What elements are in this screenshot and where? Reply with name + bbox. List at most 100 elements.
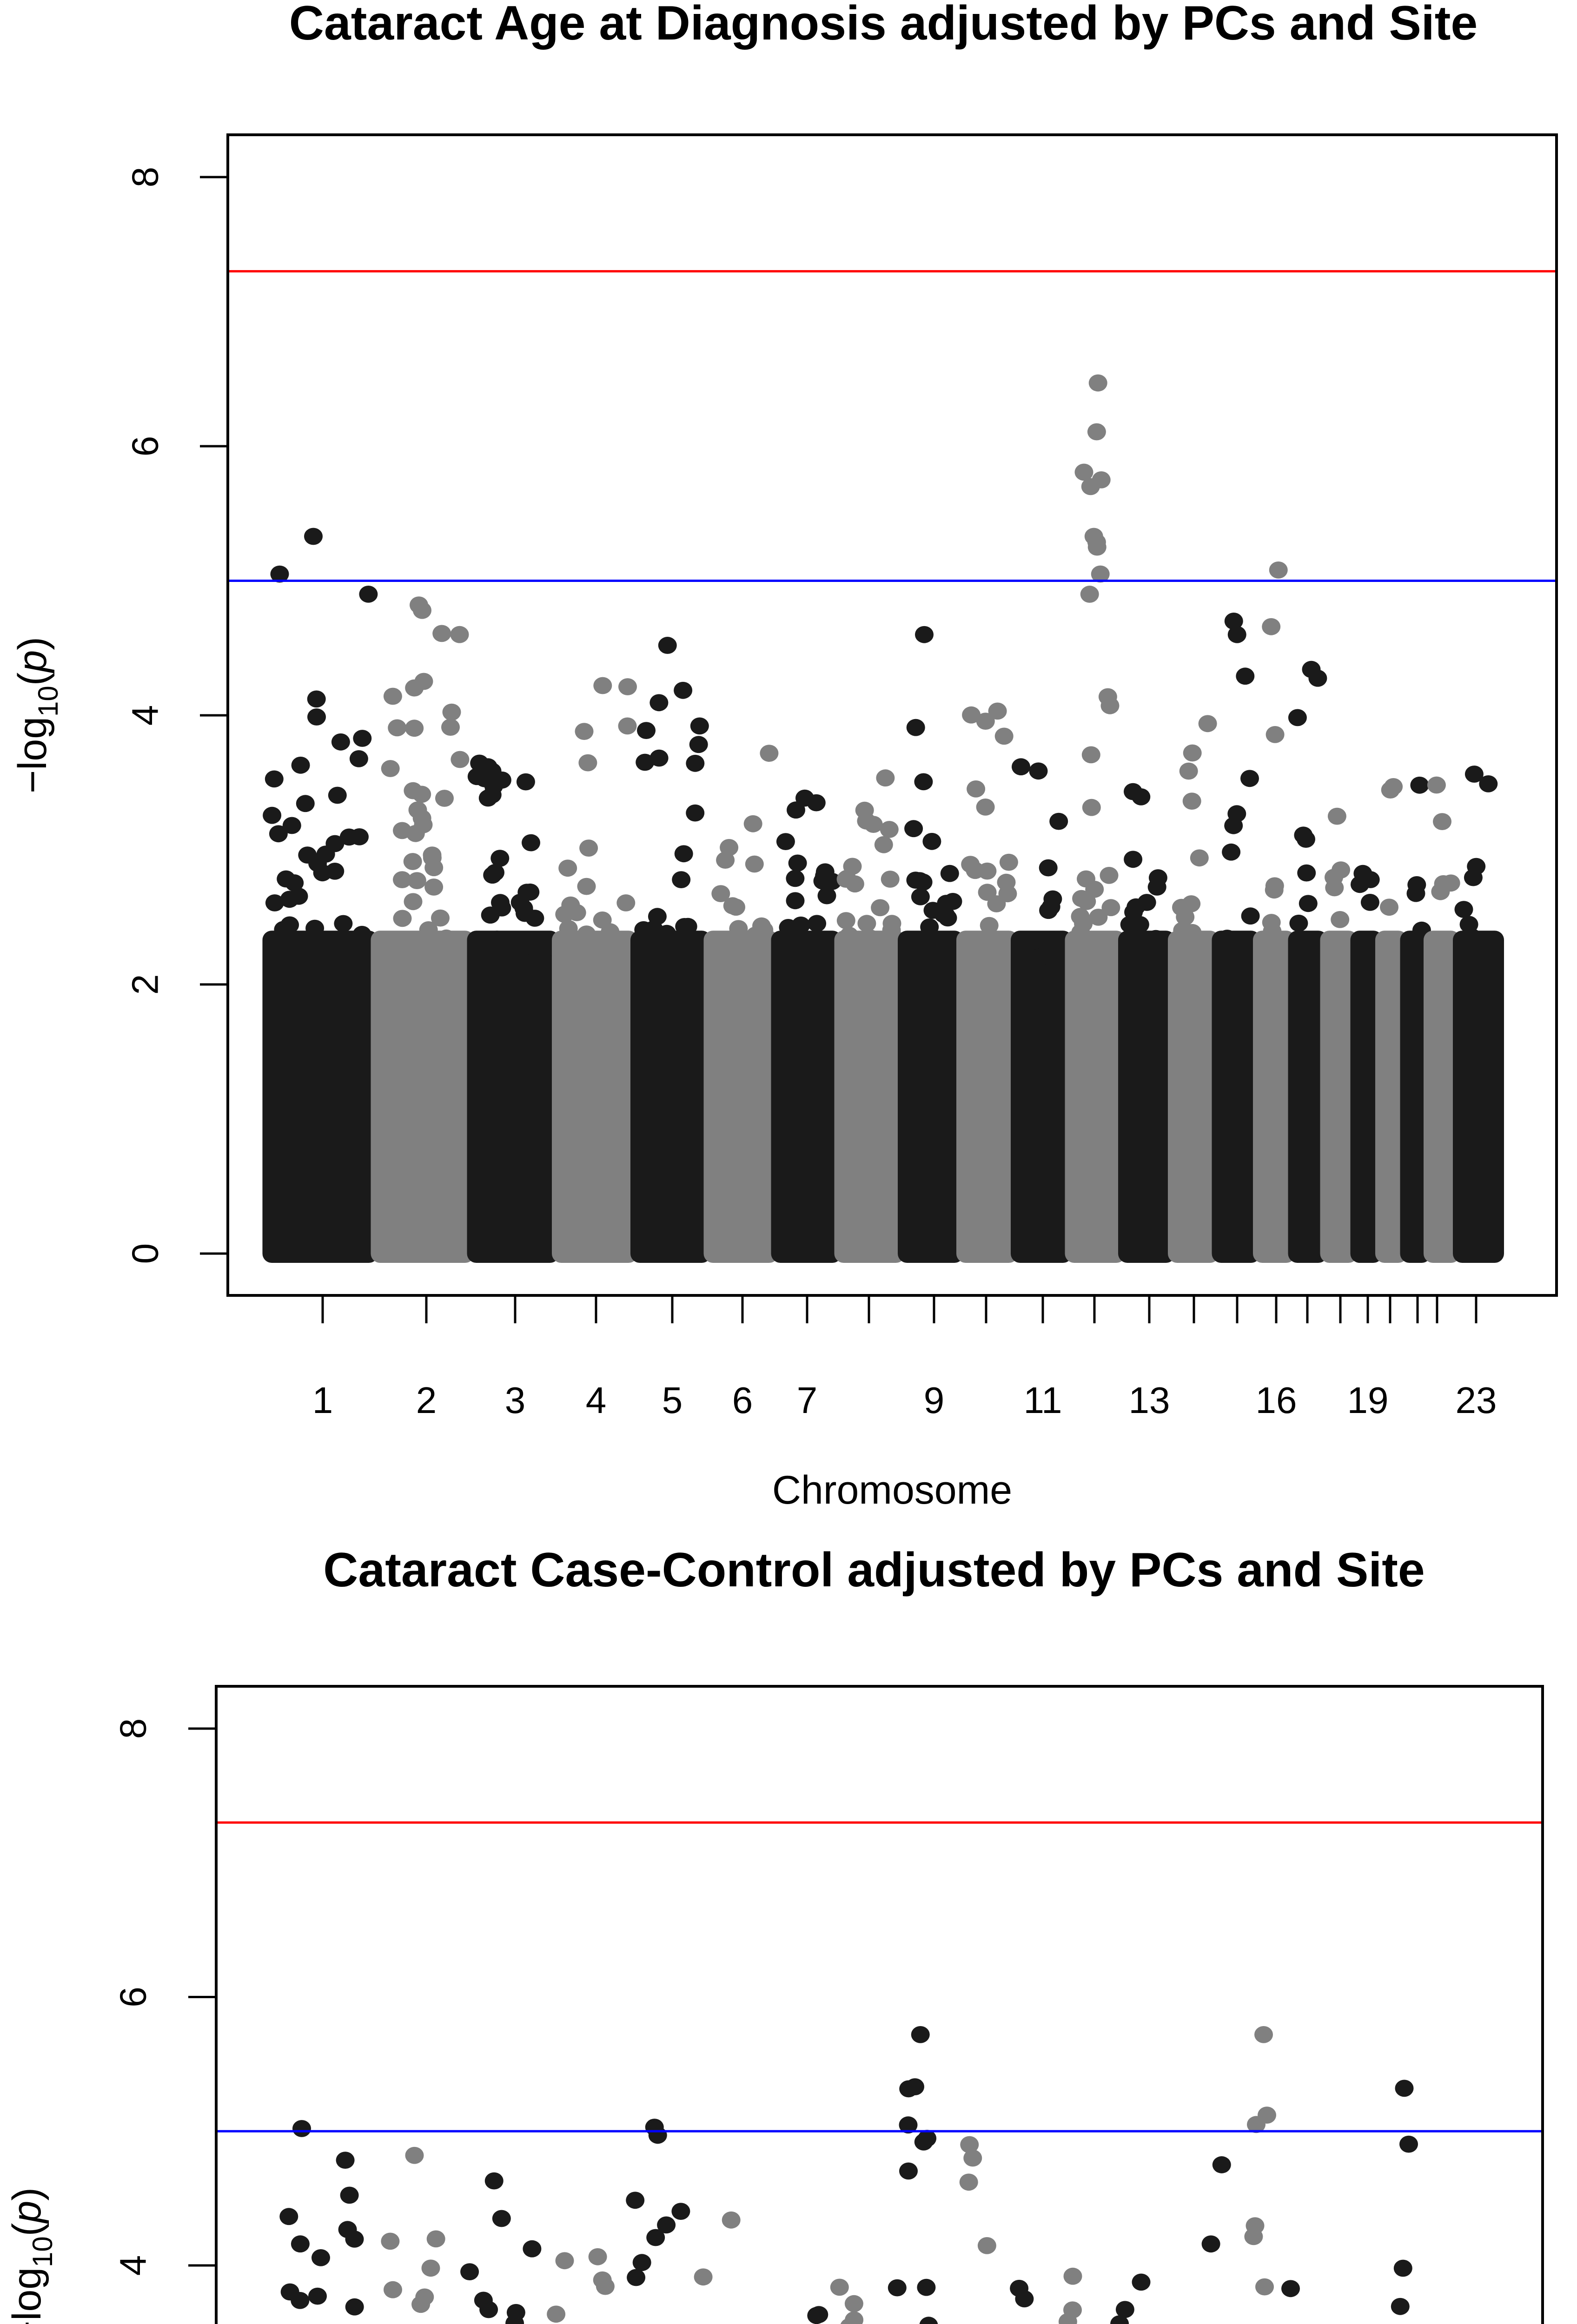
x-tick-label: 7: [797, 1380, 818, 1421]
snp-point: [869, 947, 888, 964]
snp-point: [506, 2304, 525, 2321]
snp-point: [1360, 894, 1379, 911]
snp-point: [830, 2278, 849, 2296]
snp-point: [474, 2291, 493, 2309]
snp-point: [338, 2221, 357, 2238]
snp-point: [686, 804, 705, 822]
snp-point: [384, 2281, 402, 2298]
snp-point: [690, 717, 709, 735]
snp-point: [380, 948, 399, 965]
snp-point: [994, 727, 1014, 745]
snp-point: [381, 760, 400, 777]
snp-point: [844, 932, 863, 949]
chromosome-band-7: [771, 931, 842, 1263]
snp-point: [937, 895, 956, 912]
snp-point: [920, 918, 939, 936]
snp-point: [270, 565, 289, 583]
snp-point: [442, 703, 461, 721]
snp-point: [1132, 2273, 1151, 2291]
snp-point: [674, 681, 693, 699]
top-hit-point-chr12: [1087, 538, 1107, 556]
snp-point: [1262, 618, 1281, 635]
snp-point: [632, 2254, 651, 2271]
snp-point: [940, 865, 959, 882]
snp-point: [857, 915, 876, 932]
snp-point: [286, 949, 305, 966]
snp-point: [922, 832, 941, 850]
snp-point: [1146, 930, 1166, 947]
snp-point: [921, 945, 940, 963]
x-tick-label: 6: [732, 1380, 753, 1421]
snp-point: [871, 899, 890, 917]
snp-point: [808, 915, 827, 932]
top-hit-point-chr12: [1080, 586, 1099, 603]
snp-point: [809, 2306, 828, 2324]
snp-point: [1236, 667, 1255, 685]
snp-point: [1410, 776, 1429, 794]
snp-point: [755, 921, 774, 939]
snp-point: [405, 679, 424, 697]
snp-point: [423, 846, 442, 864]
snp-point: [1427, 776, 1446, 794]
snp-point: [998, 885, 1017, 903]
snp-point: [265, 894, 284, 911]
snp-point: [282, 817, 301, 834]
snp-point: [352, 925, 371, 943]
chromosome-band-12: [1065, 931, 1126, 1263]
snp-point: [1266, 726, 1285, 743]
snp-point: [739, 947, 758, 965]
snp-point: [978, 884, 997, 901]
x-tick-label: 1: [312, 1380, 333, 1421]
snp-point: [1215, 931, 1234, 948]
snp-point: [988, 702, 1007, 720]
snp-point: [1010, 2279, 1029, 2297]
snp-point: [659, 948, 678, 965]
snp-point: [359, 586, 378, 603]
snp-point: [899, 2162, 918, 2180]
snp-point: [786, 870, 805, 887]
snp-point: [671, 2203, 690, 2220]
snp-point: [487, 931, 506, 948]
snp-point: [976, 949, 995, 966]
chromosome-band-5: [630, 931, 711, 1263]
manhattan-plot-case-control: Cataract Case-Control adjusted by PCs an…: [5, 1543, 1544, 2324]
snp-point: [558, 859, 577, 877]
snp-point: [720, 839, 739, 856]
snp-point: [547, 2305, 566, 2323]
chromosome-band-14: [1168, 931, 1219, 1263]
x-tick-label: 23: [1456, 1380, 1497, 1421]
top-hit-point-chr15: [1227, 626, 1246, 643]
y-tick-label: 6: [125, 436, 166, 457]
snp-point: [882, 915, 901, 932]
snp-point: [1085, 880, 1104, 898]
snp-point: [967, 780, 986, 798]
snp-point: [911, 888, 930, 905]
snp-point: [598, 949, 617, 966]
snp-point: [1353, 865, 1372, 882]
snp-point: [881, 871, 900, 888]
snp-point: [555, 2252, 574, 2270]
snp-point: [976, 799, 995, 816]
snp-point: [1071, 908, 1090, 925]
snp-point: [1178, 947, 1197, 965]
snp-point: [481, 906, 500, 924]
y-axis: 0 2 4 6 8: [125, 167, 228, 1264]
snp-point: [421, 949, 440, 966]
snp-point: [478, 789, 497, 807]
snp-point: [711, 885, 730, 902]
snp-point: [917, 2278, 936, 2296]
snp-point: [353, 730, 372, 747]
chromosome-band-1: [262, 931, 378, 1263]
snp-point: [966, 862, 985, 879]
snp-point: [1101, 899, 1120, 917]
snp-point: [308, 2287, 327, 2305]
snp-point: [672, 871, 691, 888]
chromosome-band-16: [1253, 931, 1296, 1263]
snp-point: [572, 947, 591, 964]
snp-point: [674, 845, 693, 863]
snp-point: [791, 916, 810, 934]
snp-point: [279, 2208, 298, 2225]
snp-point: [1013, 937, 1032, 955]
snp-point: [1297, 831, 1315, 848]
x-tick-label: 19: [1347, 1380, 1389, 1421]
